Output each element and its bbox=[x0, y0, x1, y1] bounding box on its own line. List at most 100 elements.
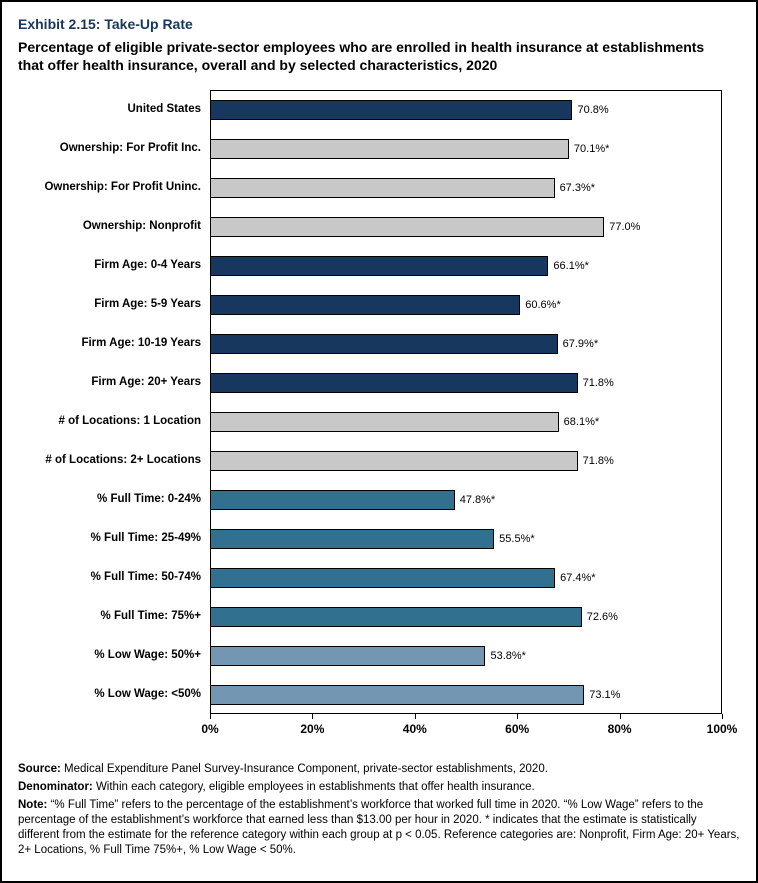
category-label: % Full Time: 0-24% bbox=[97, 493, 201, 506]
bar-value-label: 67.3%* bbox=[559, 181, 596, 194]
bar-value-label: 60.6%* bbox=[525, 298, 561, 311]
bar bbox=[210, 333, 558, 354]
chart-row: Ownership: Nonprofit 77.0% bbox=[14, 207, 722, 246]
bar bbox=[210, 450, 578, 471]
bar-track: 67.9%* bbox=[210, 324, 722, 363]
category-label: Firm Age: 20+ Years bbox=[91, 376, 201, 389]
bar-track: 71.8% bbox=[210, 441, 722, 480]
category-label: % Low Wage: <50% bbox=[94, 688, 201, 701]
category-label: # of Locations: 1 Location bbox=[58, 415, 201, 428]
denominator-note: Denominator: Within each category, eligi… bbox=[18, 780, 740, 795]
bar bbox=[210, 372, 578, 393]
bar-value-label: 71.8% bbox=[582, 376, 614, 389]
bar-track: 60.6%* bbox=[210, 285, 722, 324]
bar bbox=[210, 177, 555, 198]
source-note: Source: Medical Expenditure Panel Survey… bbox=[18, 762, 740, 777]
bar-value-label: 53.8%* bbox=[490, 649, 526, 662]
bar-value-label: 77.0% bbox=[609, 220, 641, 233]
chart-row: % Full Time: 50-74% 67.4%* bbox=[14, 558, 722, 597]
bar-track: 71.8% bbox=[210, 363, 722, 402]
bar-value-label: 71.8% bbox=[582, 454, 614, 467]
bar bbox=[210, 528, 495, 549]
bar-track: 47.8%* bbox=[210, 480, 722, 519]
bar-value-label: 47.8%* bbox=[459, 493, 496, 506]
bar bbox=[210, 606, 582, 627]
chart-row: % Full Time: 75%+ 72.6% bbox=[14, 597, 722, 636]
chart-footer: Source: Medical Expenditure Panel Survey… bbox=[2, 744, 756, 858]
axis-tick bbox=[517, 714, 519, 720]
chart-header: Exhibit 2.15: Take-Up Rate Percentage of… bbox=[2, 2, 756, 74]
bar bbox=[210, 294, 521, 315]
chart-row: Firm Age: 10-19 Years 67.9%* bbox=[14, 324, 722, 363]
category-label: % Full Time: 75%+ bbox=[100, 610, 201, 623]
category-label: % Full Time: 50-74% bbox=[90, 571, 201, 584]
bar-track: 70.1%* bbox=[210, 129, 722, 168]
bar-track: 70.8% bbox=[210, 90, 722, 129]
bar-value-label: 67.9%* bbox=[562, 337, 599, 350]
bar-track: 67.4%* bbox=[210, 558, 722, 597]
axis-tick bbox=[210, 714, 211, 720]
category-label: United States bbox=[127, 103, 202, 116]
axis-tick-label: 60% bbox=[505, 722, 530, 737]
chart-row: % Low Wage: <50% 73.1% bbox=[14, 675, 722, 714]
axis-tick-label: 100% bbox=[706, 722, 738, 737]
bar-value-label: 72.6% bbox=[586, 610, 618, 623]
bar-track: 67.3%* bbox=[210, 168, 722, 207]
bar-value-label: 66.1%* bbox=[553, 259, 589, 272]
x-axis: 0% 20% 40% 60% 80% 100% bbox=[201, 714, 737, 744]
category-label: Ownership: For Profit Inc. bbox=[59, 142, 201, 155]
bar bbox=[210, 567, 556, 588]
chart-row: % Full Time: 0-24% 47.8%* bbox=[14, 480, 722, 519]
category-label: # of Locations: 2+ Locations bbox=[45, 454, 201, 467]
axis-tick bbox=[414, 714, 416, 720]
footnote: Note: “% Full Time” refers to the percen… bbox=[18, 798, 740, 858]
bar bbox=[210, 255, 549, 276]
chart-rows: United States 70.8% Ownership: For Profit … bbox=[14, 90, 722, 715]
category-label: Ownership: Nonprofit bbox=[82, 220, 201, 233]
bar-track: 66.1%* bbox=[210, 246, 722, 285]
chart-row: % Full Time: 25-49% 55.5%* bbox=[14, 519, 722, 558]
bar bbox=[210, 489, 455, 510]
axis-tick-label: 80% bbox=[607, 722, 632, 737]
bar-track: 55.5%* bbox=[210, 519, 722, 558]
bar-chart: United States 70.8% Ownership: For Profit … bbox=[14, 90, 737, 744]
bar-track: 73.1% bbox=[210, 675, 722, 714]
category-label: Firm Age: 5-9 Years bbox=[94, 298, 201, 311]
axis-tick-label: 20% bbox=[300, 722, 325, 737]
axis-tick bbox=[619, 714, 621, 720]
note-label: Note: bbox=[18, 799, 48, 812]
category-label: % Low Wage: 50%+ bbox=[94, 649, 201, 662]
axis-tick-label: 40% bbox=[402, 722, 427, 737]
chart-row: Ownership: For Profit Uninc. 67.3%* bbox=[14, 168, 722, 207]
chart-subtitle: Percentage of eligible private-sector em… bbox=[18, 38, 705, 73]
bar bbox=[210, 99, 573, 120]
denominator-text: Within each category, eligible employees… bbox=[92, 781, 535, 794]
category-label: Firm Age: 0-4 Years bbox=[94, 259, 201, 272]
bar-value-label: 70.8% bbox=[577, 103, 609, 116]
bar-value-label: 67.4%* bbox=[560, 571, 596, 584]
bar bbox=[210, 411, 559, 432]
axis-tick bbox=[312, 714, 314, 720]
chart-row: # of Locations: 2+ Locations 71.8% bbox=[14, 441, 722, 480]
chart-title: Exhibit 2.15: Take-Up Rate bbox=[18, 16, 193, 32]
source-text: Medical Expenditure Panel Survey-Insuran… bbox=[60, 763, 548, 776]
category-label: Firm Age: 10-19 Years bbox=[81, 337, 201, 350]
bar-track: 72.6% bbox=[210, 597, 722, 636]
chart-row: Firm Age: 5-9 Years 60.6%* bbox=[14, 285, 722, 324]
chart-row: Ownership: For Profit Inc. 70.1%* bbox=[14, 129, 722, 168]
category-label: % Full Time: 25-49% bbox=[90, 532, 201, 545]
bar bbox=[210, 138, 569, 159]
chart-row: Firm Age: 0-4 Years 66.1%* bbox=[14, 246, 722, 285]
source-label: Source: bbox=[18, 763, 61, 776]
category-label: Ownership: For Profit Uninc. bbox=[44, 181, 201, 194]
axis-tick bbox=[722, 714, 723, 720]
bar-value-label: 68.1%* bbox=[563, 415, 600, 428]
bar-track: 53.8%* bbox=[210, 636, 722, 675]
chart-row: Firm Age: 20+ Years 71.8% bbox=[14, 363, 722, 402]
chart-row: % Low Wage: 50%+ 53.8%* bbox=[14, 636, 722, 675]
bar-value-label: 70.1%* bbox=[573, 142, 610, 155]
chart-row: United States 70.8% bbox=[14, 90, 722, 129]
denominator-label: Denominator: bbox=[18, 781, 93, 794]
axis-tick-label: 0% bbox=[201, 722, 219, 737]
